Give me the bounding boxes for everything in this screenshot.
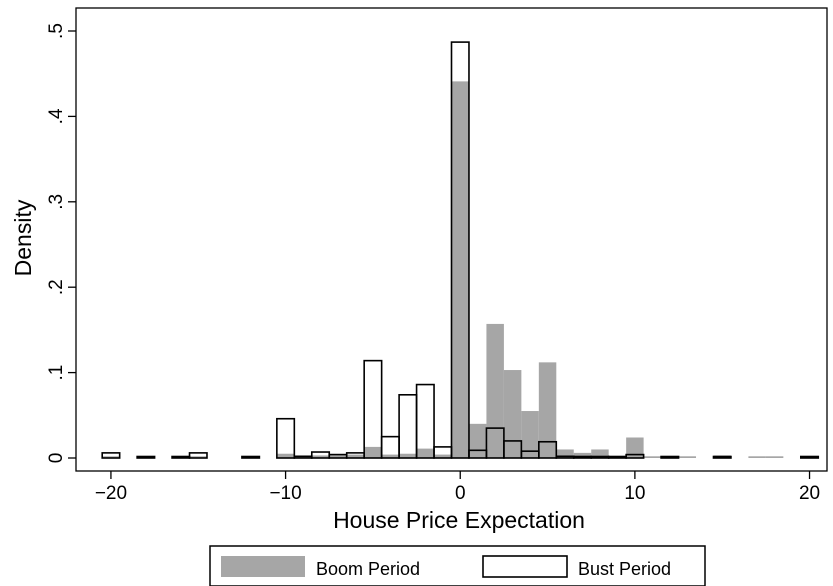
boom-bar: [189, 456, 207, 458]
boom-bar: [329, 455, 347, 458]
bust-bar: [572, 455, 593, 459]
boom-bar: [521, 411, 539, 458]
x-tick-label: −20: [95, 483, 127, 504]
bust-bar: [712, 455, 732, 459]
y-tick-label: 0: [46, 453, 67, 464]
bust-bar: [241, 455, 261, 459]
legend-label-bust: Bust Period: [578, 559, 671, 579]
x-axis-title: House Price Expectation: [333, 507, 585, 533]
boom-bar: [451, 81, 469, 458]
y-tick-label: .5: [46, 23, 67, 39]
bust-bar: [188, 452, 208, 459]
boom-bar: [765, 456, 784, 458]
boom-bar: [591, 449, 609, 458]
bust-bar: [625, 453, 645, 459]
axes: −20 −10 0 10 20 0 .1 .2 .3 .4 .5: [46, 7, 828, 504]
boom-bar: [311, 455, 330, 458]
plot-frame: [75, 7, 828, 472]
y-tick-label: .4: [46, 108, 67, 124]
legend-swatch-bust: [482, 555, 568, 578]
boom-bar: [102, 456, 120, 458]
x-tick-label: 10: [624, 483, 645, 504]
bust-bar: [450, 41, 470, 459]
boom-bar: [276, 453, 295, 458]
bust-bar: [503, 440, 523, 459]
y-tick-label: .2: [46, 279, 67, 295]
y-axis-title: Density: [10, 199, 36, 276]
bust-bar: [607, 455, 627, 459]
plot-area: [101, 41, 820, 459]
bust-bar: [276, 417, 296, 459]
bust-bar: [101, 452, 121, 459]
y-tick-label: .1: [46, 365, 67, 381]
boom-bar: [748, 456, 766, 458]
boom-bar: [364, 446, 382, 458]
boom-bar: [626, 437, 644, 458]
boom-bar: [486, 323, 504, 458]
y-tick-label: .3: [46, 194, 67, 210]
legend: Boom Period Bust Period: [209, 545, 706, 586]
bust-bar: [538, 440, 558, 459]
boom-bar: [678, 456, 697, 458]
bust-bar: [799, 455, 820, 459]
bust-bar: [136, 455, 156, 459]
bust-bar: [171, 455, 191, 459]
x-tick-label: −10: [269, 483, 301, 504]
boom-bar: [434, 454, 452, 458]
boom-bar: [346, 454, 365, 458]
bust-bar: [660, 455, 680, 459]
boom-bar: [573, 452, 592, 458]
boom-bar: [399, 453, 417, 458]
legend-swatch-boom: [221, 556, 305, 577]
bust-bar: [398, 393, 418, 459]
boom-bar: [381, 454, 400, 458]
boom-bar: [643, 456, 662, 458]
boom-bar: [538, 362, 557, 458]
boom-bar: [556, 449, 574, 458]
series-bust-period: [101, 41, 820, 459]
x-tick-label: 20: [799, 483, 820, 504]
bust-bar: [415, 383, 435, 459]
series-boom-period: [102, 81, 819, 458]
bust-bar: [590, 455, 610, 459]
legend-label-boom: Boom Period: [316, 559, 420, 579]
boom-bar: [416, 448, 435, 458]
x-tick-label: 0: [455, 483, 466, 504]
boom-bar: [503, 370, 522, 458]
boom-bar: [468, 423, 487, 458]
bust-bar: [363, 359, 383, 459]
